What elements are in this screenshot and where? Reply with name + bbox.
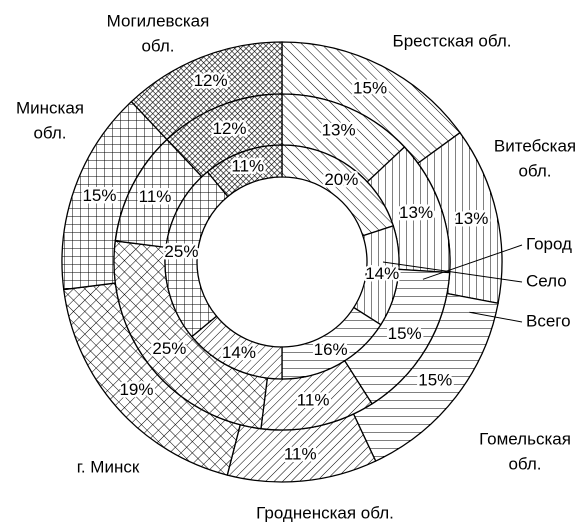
series-label: Всего	[526, 311, 571, 330]
value-label: 15%	[82, 186, 116, 205]
category-label: Могилевская обл.	[107, 12, 210, 56]
value-label: 11%	[231, 156, 264, 175]
value-label: 11%	[139, 187, 172, 206]
value-label: 11%	[284, 445, 317, 464]
value-label: 20%	[324, 170, 358, 189]
value-label: 25%	[152, 339, 186, 358]
series-label: Село	[526, 271, 567, 290]
category-label: Витебская обл.	[494, 137, 576, 181]
value-label: 19%	[119, 380, 153, 399]
value-label: 13%	[454, 209, 488, 228]
value-label: 11%	[297, 391, 330, 410]
category-label: Гомельская обл.	[479, 430, 571, 474]
leader-line	[382, 261, 523, 283]
leader-line	[469, 311, 523, 323]
value-label: 14%	[222, 343, 256, 362]
category-label: Минская обл.	[16, 99, 84, 143]
value-label: 14%	[365, 264, 399, 283]
donut-segment	[206, 144, 283, 198]
category-label: Гродненская обл.	[256, 503, 394, 522]
value-label: 12%	[194, 71, 228, 90]
leader-line	[422, 244, 523, 280]
value-label: 15%	[418, 370, 452, 389]
value-label: 15%	[388, 324, 422, 343]
category-label: г. Минск	[77, 457, 140, 476]
value-label: 12%	[213, 119, 247, 138]
value-label: 13%	[399, 203, 433, 222]
value-label: 16%	[314, 340, 348, 359]
category-label: Брестская обл.	[393, 31, 512, 50]
value-label: 25%	[164, 242, 198, 261]
series-label: Город	[526, 234, 572, 253]
value-label: 15%	[353, 79, 387, 98]
value-label: 13%	[322, 121, 356, 140]
